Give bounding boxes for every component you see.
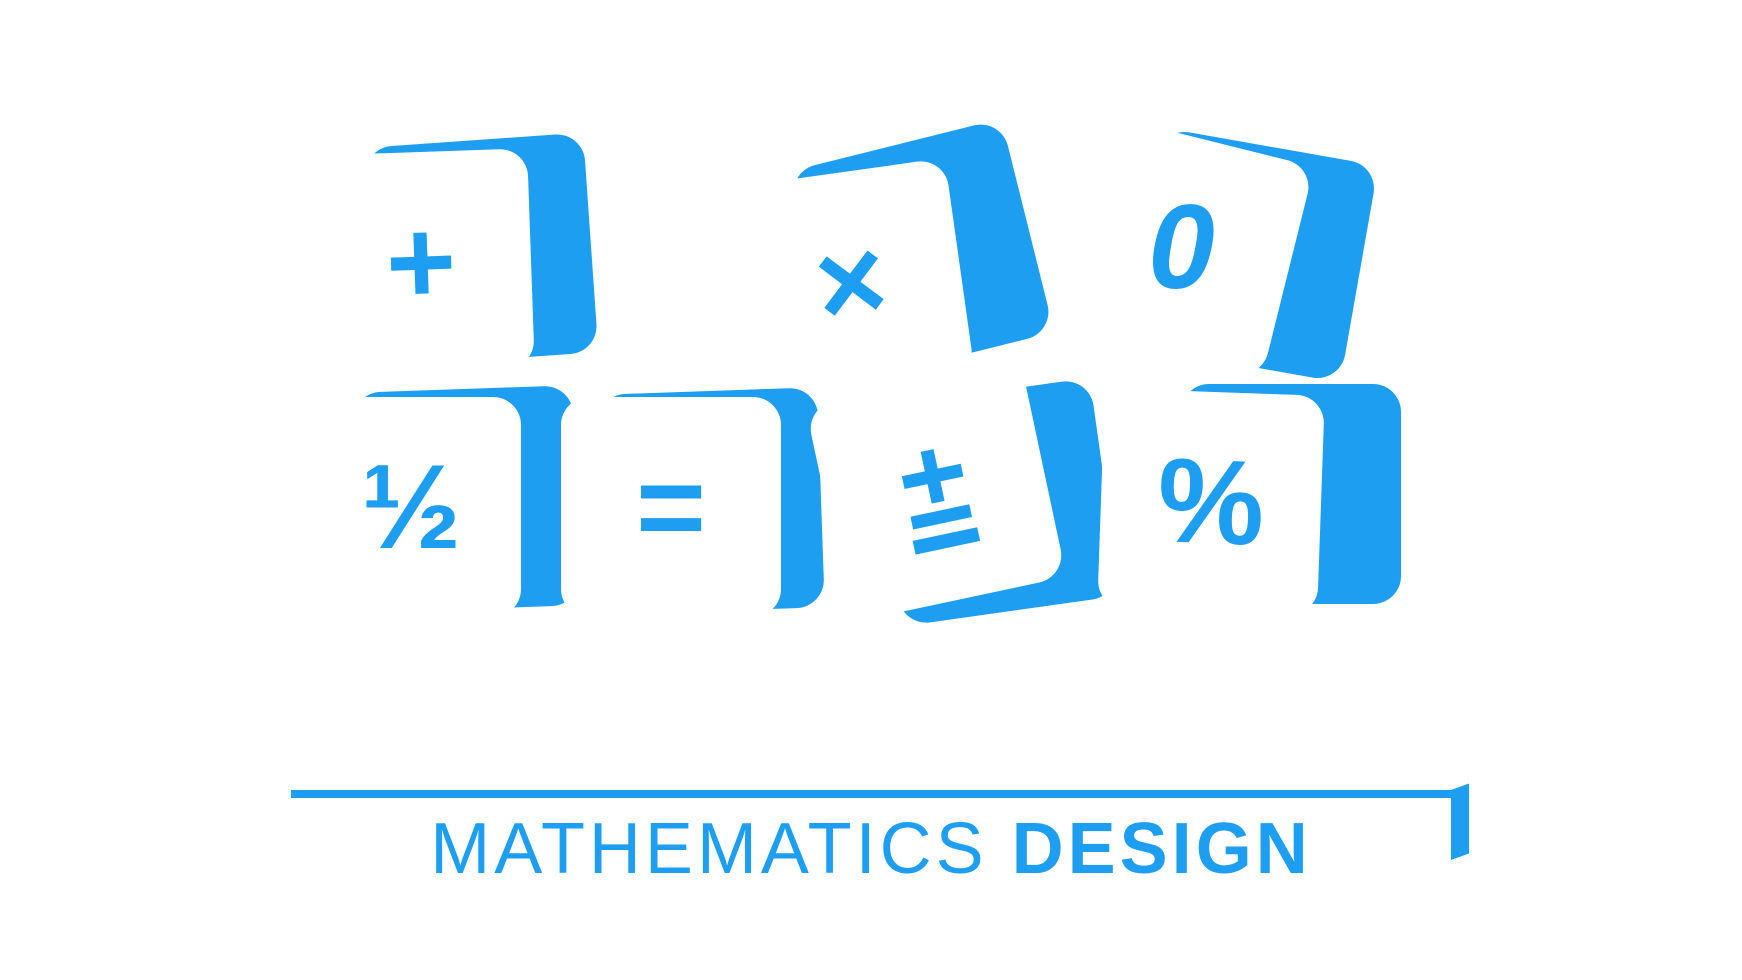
block-half: ½ bbox=[301, 397, 521, 617]
block-face-half: ½ bbox=[301, 397, 521, 617]
title-word-1: MATHEMATICS bbox=[430, 809, 987, 889]
title-rule bbox=[291, 790, 1451, 798]
block-face-multiply: × bbox=[727, 158, 975, 406]
block-plusminus: ± bbox=[826, 382, 1046, 602]
plus-symbol: + bbox=[384, 201, 458, 323]
block-face-percent: % bbox=[1097, 388, 1325, 616]
block-face-plusminus: ± bbox=[806, 362, 1067, 623]
title-word-2: DESIGN bbox=[1012, 809, 1312, 889]
percent-symbol: % bbox=[1156, 440, 1267, 564]
title-row: MATHEMATICS DESIGN bbox=[291, 790, 1451, 890]
half-symbol: ½ bbox=[361, 447, 461, 567]
multiply-symbol: × bbox=[808, 218, 894, 347]
block-plus: + bbox=[311, 152, 531, 372]
block-multiply: × bbox=[741, 172, 961, 392]
block-face-equals: = bbox=[561, 397, 781, 617]
block-zero: 0 bbox=[1071, 137, 1291, 357]
equals-symbol: = bbox=[636, 447, 706, 567]
block-equals: = bbox=[561, 397, 781, 617]
zero-symbol: 0 bbox=[1148, 187, 1215, 307]
block-face-plus: + bbox=[307, 148, 535, 376]
blocks-stage: + × 0 ½ = ±% bbox=[271, 142, 1471, 742]
title-text: MATHEMATICS DESIGN bbox=[291, 808, 1451, 890]
plusminus-symbol: ± bbox=[892, 429, 980, 554]
block-percent: % bbox=[1101, 392, 1321, 612]
